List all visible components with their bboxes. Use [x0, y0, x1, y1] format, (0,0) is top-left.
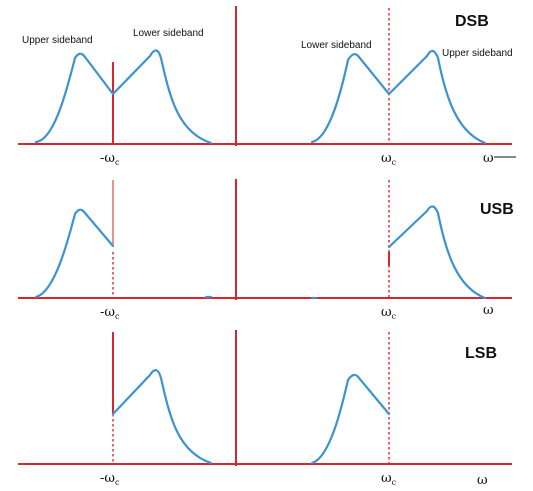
lsb-pos-carrier-label: ωc [381, 471, 397, 487]
lsb-panel: LSB -ωc ωc ω [18, 330, 512, 488]
usb-neg-carrier-label: -ωc [100, 305, 120, 321]
dsb-negative-spectrum [34, 49, 213, 145]
dsb-tag: DSB [455, 13, 489, 30]
dsb-pos-lower-sideband-label: Lower sideband [301, 40, 372, 51]
dsb-neg-carrier-label: -ωc [100, 151, 120, 167]
lsb-tag: LSB [465, 345, 497, 362]
dsb-neg-upper-sideband-label: Upper sideband [22, 35, 93, 46]
dsb-pos-upper-sideband-label: Upper sideband [442, 48, 513, 59]
usb-positive-spectrum [387, 205, 487, 300]
dsb-panel: DSB Upper sideband Lower sideband Lower … [18, 6, 516, 167]
lsb-omega-axis-label: ω [477, 473, 488, 488]
dsb-omega-axis-label: ω [483, 151, 494, 166]
dsb-positive-spectrum [310, 49, 487, 145]
usb-tag: USB [480, 201, 514, 218]
lsb-neg-carrier-label: -ωc [100, 471, 120, 487]
lsb-negative-spectrum [111, 369, 213, 465]
dsb-neg-lower-sideband-label: Lower sideband [133, 28, 204, 39]
usb-panel: USB -ωc ωc ω [18, 179, 514, 321]
usb-negative-spectrum [34, 208, 115, 299]
usb-pos-carrier-label: ωc [381, 305, 397, 321]
usb-omega-axis-label: ω [483, 303, 494, 318]
lsb-positive-spectrum [310, 373, 391, 465]
dsb-pos-carrier-label: ωc [381, 151, 397, 167]
